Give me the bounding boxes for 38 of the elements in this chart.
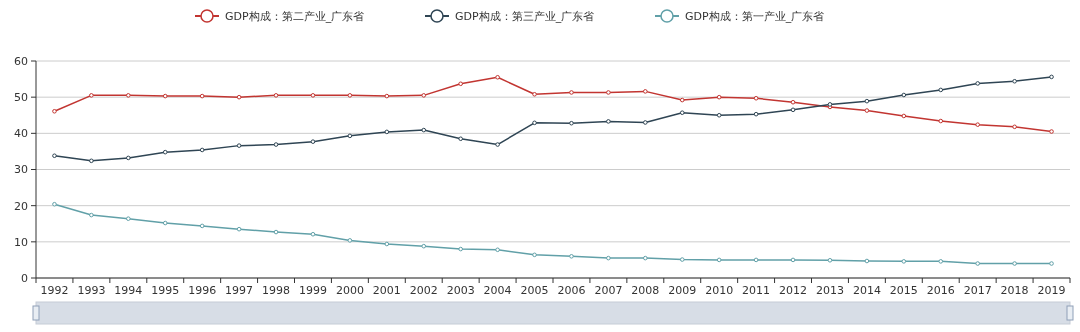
x-tick-label: 2011 (742, 284, 771, 297)
x-tick-label: 1999 (298, 284, 327, 297)
x-tick-label: 1992 (40, 284, 69, 297)
x-tick-label: 2013 (815, 284, 844, 297)
x-tick-label: 1998 (262, 284, 291, 297)
x-tick-label: 1996 (188, 284, 217, 297)
legend-label: GDP构成：第一产业_广东省 (685, 9, 825, 23)
x-tick-label: 1994 (114, 284, 143, 297)
x-tick-label: 2001 (372, 284, 401, 297)
y-tick-label: 20 (14, 199, 28, 213)
y-tick-label: 50 (14, 91, 28, 105)
x-tick-label: 2003 (446, 284, 475, 297)
x-tick-label: 2007 (594, 284, 623, 297)
x-tick-label: 1995 (151, 284, 180, 297)
legend-label: GDP构成：第二产业_广东省 (225, 9, 365, 23)
x-tick-label: 2005 (520, 284, 549, 297)
y-tick-label: 10 (14, 235, 28, 249)
y-tick-label: 0 (21, 271, 28, 285)
x-tick-label: 2002 (409, 284, 438, 297)
x-tick-label: 2016 (926, 284, 955, 297)
y-tick-label: 40 (14, 127, 28, 141)
x-tick-label: 2014 (852, 284, 881, 297)
x-tick-label: 2008 (631, 284, 660, 297)
x-tick-label: 2004 (483, 284, 512, 297)
x-tick-label: 2009 (668, 284, 697, 297)
x-tick-label: 2000 (335, 284, 364, 297)
x-tick-label: 2017 (963, 284, 992, 297)
x-tick-label: 2019 (1037, 284, 1066, 297)
x-tick-label: 2012 (779, 284, 808, 297)
x-tick-label: 2015 (889, 284, 918, 297)
x-tick-label: 2010 (705, 284, 734, 297)
x-tick-label: 2018 (1000, 284, 1029, 297)
x-tick-label: 2006 (557, 284, 586, 297)
y-tick-label: 30 (14, 163, 28, 177)
y-tick-label: 60 (14, 54, 28, 68)
x-tick-label: 1997 (225, 284, 254, 297)
x-tick-label: 1993 (77, 284, 106, 297)
legend-label: GDP构成：第三产业_广东省 (455, 9, 595, 23)
